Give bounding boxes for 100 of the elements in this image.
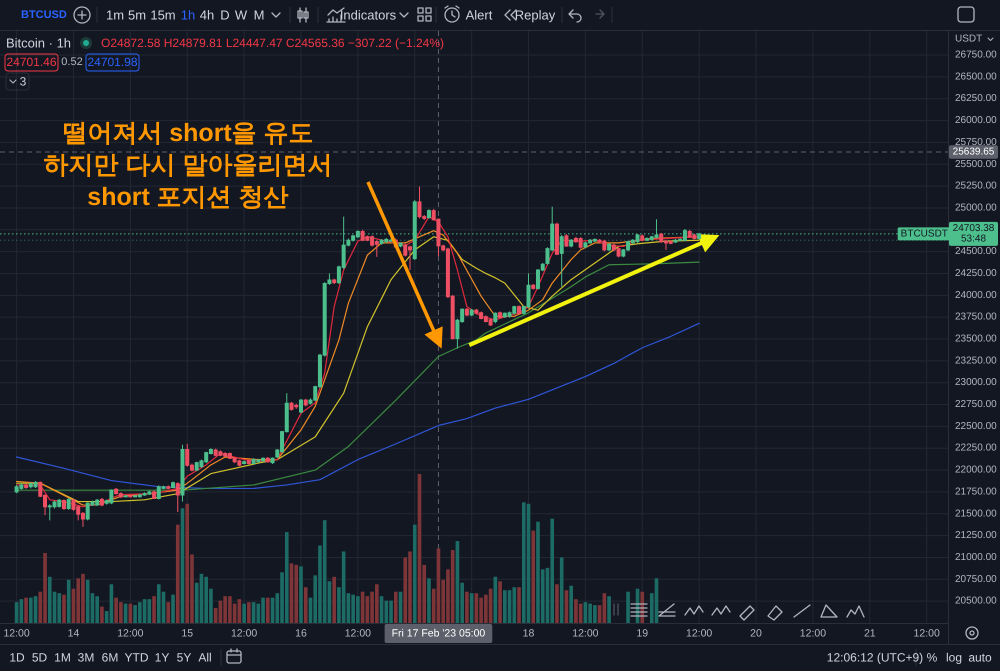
bar: [299, 566, 303, 623]
bar: [460, 582, 464, 623]
x-tick-label: 19: [636, 628, 648, 640]
candlestick: [166, 484, 170, 490]
y-axis-title: USDT: [955, 34, 982, 44]
y-tick-label: 22250.00: [955, 442, 998, 454]
bar: [261, 598, 265, 623]
bar: [512, 587, 516, 623]
bar: [446, 569, 450, 623]
y-tick-label: 25250.00: [955, 180, 998, 192]
bar: [228, 596, 232, 623]
bar: [607, 596, 611, 623]
text: 15m: [150, 8, 176, 22]
bar: [569, 586, 573, 623]
y-tick-label: 25000.00: [955, 202, 998, 214]
bar: [95, 596, 99, 623]
bar: [546, 568, 550, 623]
candlestick: [246, 460, 251, 465]
candlestick: [398, 242, 403, 248]
x-tick-label: 21: [864, 628, 876, 640]
bar: [48, 576, 52, 623]
bar: [29, 598, 33, 623]
y-tick-label: 22750.00: [955, 399, 998, 410]
bar: [72, 588, 76, 623]
bar: [412, 524, 417, 623]
y-tick-label: 23000.00: [955, 377, 998, 388]
x-tick-label: 18: [522, 628, 535, 640]
bar: [238, 599, 242, 623]
text: 5m: [128, 8, 146, 22]
text: 1m: [106, 8, 124, 22]
bar: [218, 600, 222, 623]
text: Replay: [514, 8, 556, 22]
bar: [578, 604, 582, 623]
bar: [62, 594, 66, 623]
bar: [394, 592, 398, 623]
bar: [588, 604, 592, 623]
bar: [81, 574, 85, 623]
line-series: [16, 322, 700, 490]
y-tick-label: 26500.00: [955, 71, 998, 82]
candlestick: [176, 482, 180, 513]
bar: [185, 504, 190, 623]
y-tick-label: 21500.00: [955, 508, 998, 520]
bar: [38, 592, 42, 623]
bar: [503, 590, 507, 623]
bar: [360, 592, 364, 623]
bar: [560, 557, 564, 623]
bar: [484, 594, 488, 623]
text: Alert: [466, 8, 493, 22]
bar: [432, 588, 436, 623]
bar: [498, 581, 502, 623]
bar: [133, 605, 137, 623]
text: 3M: [78, 650, 94, 664]
bar: [34, 596, 38, 623]
bar: [531, 530, 536, 623]
y-tick-label: 23500.00: [955, 334, 998, 345]
text: YTD: [124, 650, 149, 664]
candlestick: [304, 398, 308, 407]
bar: [204, 576, 208, 623]
candlestick: [554, 222, 559, 256]
bar: [76, 578, 80, 623]
text: 4h: [200, 8, 214, 22]
annotation: BTCUSDT: [900, 228, 948, 240]
bar: [526, 504, 530, 623]
ref-line-label: Fri 17 Feb '23 05:00: [392, 628, 486, 640]
bar: [142, 599, 146, 623]
bar: [418, 474, 422, 623]
bar: [162, 592, 166, 623]
bar: [626, 592, 630, 623]
annotation: 24701.46: [6, 55, 57, 69]
bar: [86, 580, 90, 623]
y-tick-label: 26250.00: [955, 93, 998, 104]
y-tick-label: 23250.00: [955, 355, 998, 366]
y-tick-label: 23750.00: [955, 312, 998, 323]
candlestick: [270, 456, 275, 464]
candlestick: [62, 498, 66, 510]
bar: [308, 598, 312, 623]
candlestick: [24, 483, 28, 490]
bar: [650, 593, 654, 623]
y-tick-label: 21000.00: [955, 552, 998, 563]
bar: [522, 502, 526, 623]
candlestick: [124, 494, 128, 498]
bar: [180, 508, 184, 623]
bar: [156, 584, 161, 623]
bar: [284, 532, 289, 623]
candlestick: [569, 238, 574, 248]
bar: [366, 596, 370, 623]
y-tick-label: 20750.00: [955, 574, 998, 585]
text: 5Y: [176, 650, 192, 664]
candlestick: [531, 283, 536, 290]
bar: [124, 604, 128, 623]
bar: [252, 602, 256, 623]
bar: [57, 593, 62, 623]
candlestick: [564, 234, 568, 248]
y-tick-label: 25500.00: [955, 158, 998, 170]
annotation: 떨어져서 short을 유도 하지만 다시 말아올리면서 short 포지션 청산: [44, 119, 332, 211]
bar: [346, 593, 350, 623]
bar: [555, 584, 559, 623]
annotation: 24701.98: [87, 55, 138, 69]
bar: [171, 594, 175, 623]
bar: [166, 602, 170, 623]
